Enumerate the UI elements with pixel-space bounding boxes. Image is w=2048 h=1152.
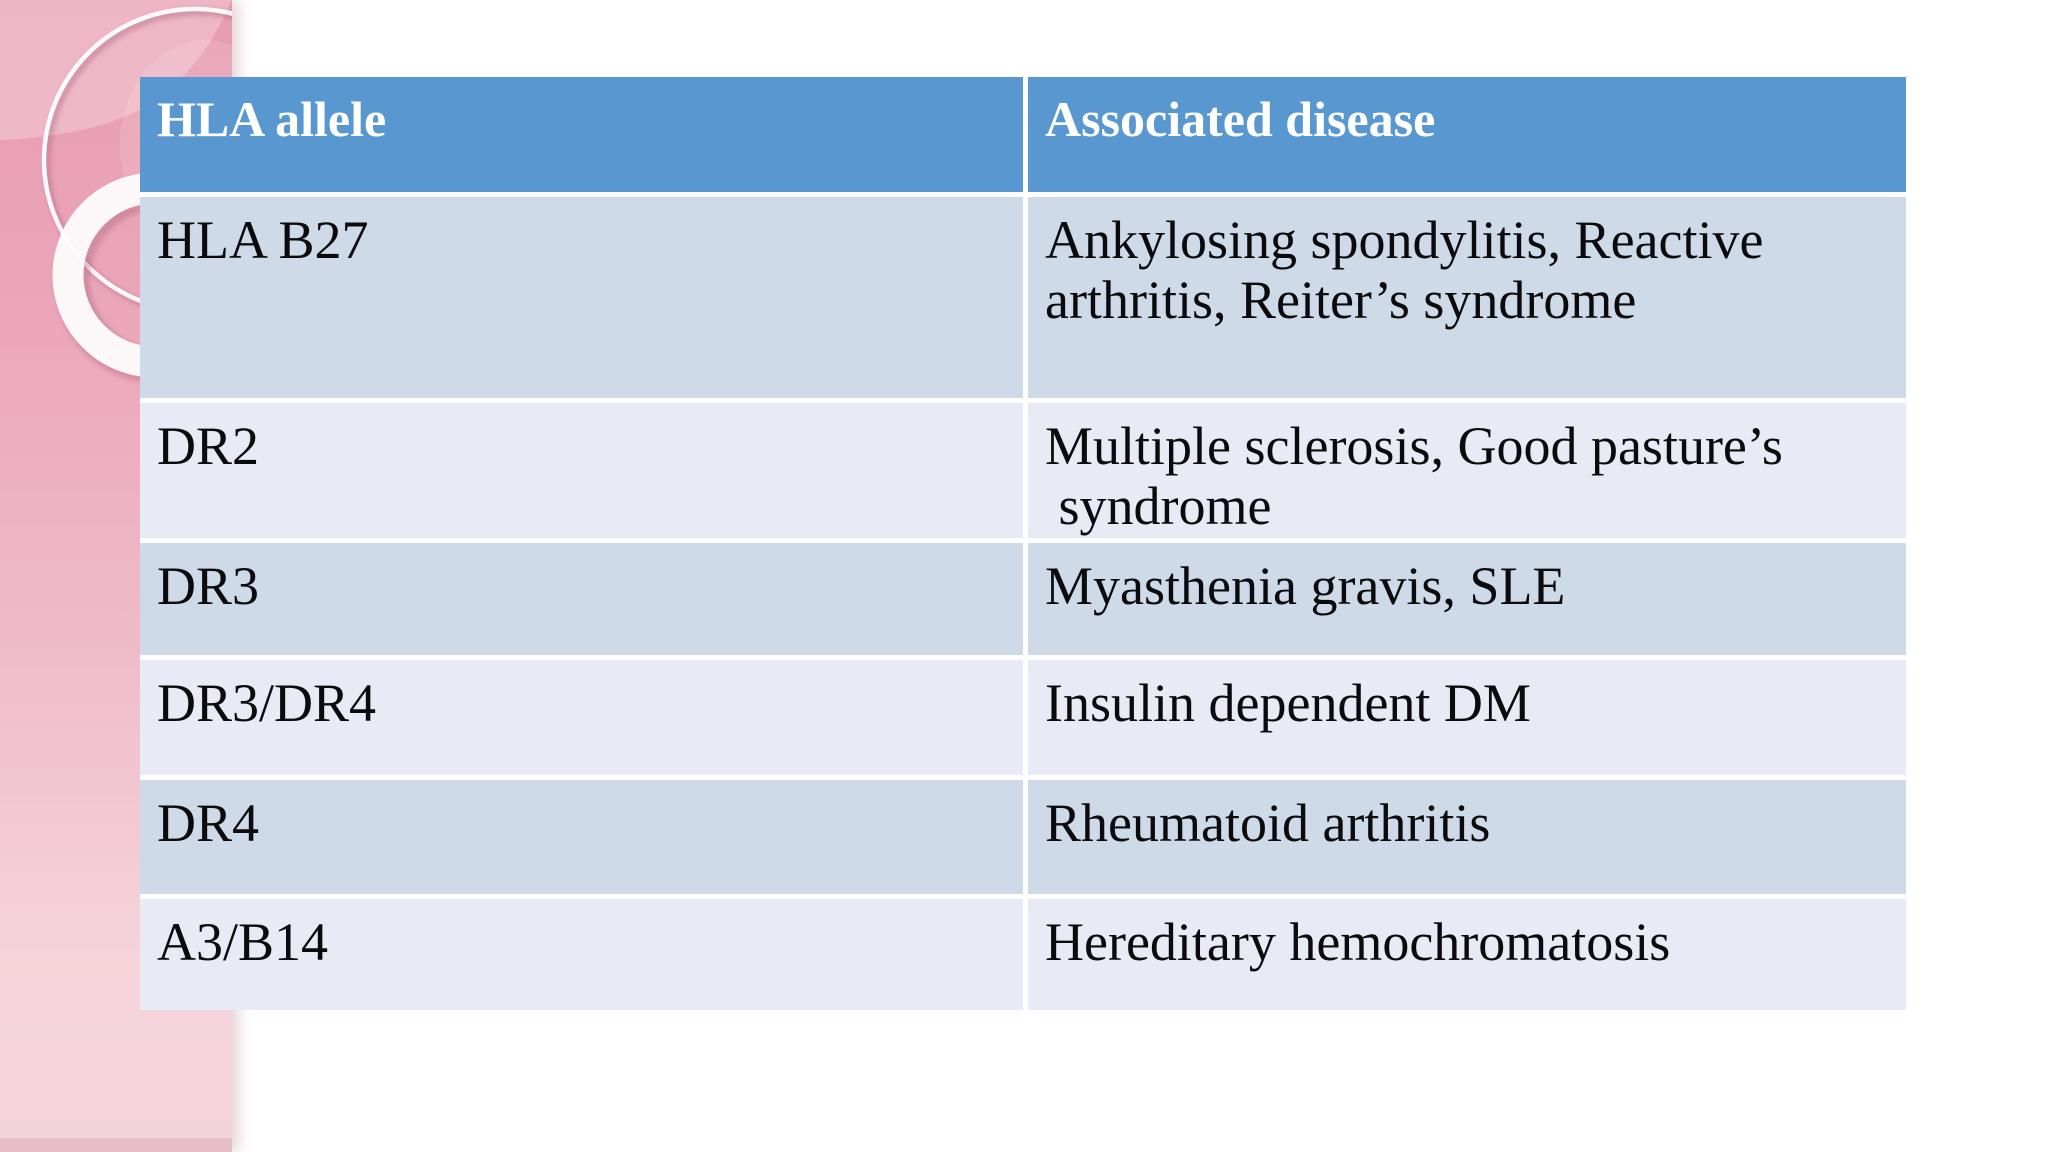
cell-disease-a3-b14: Hereditary hemochromatosis <box>1028 899 1906 1010</box>
hla-association-table: HLA allele Associated disease HLA B27 An… <box>140 77 1906 1010</box>
cell-allele-dr3: DR3 <box>140 543 1023 655</box>
cell-allele-a3-b14: A3/B14 <box>140 899 1023 1010</box>
cell-allele-hla-b27: HLA B27 <box>140 197 1023 398</box>
cell-allele-dr4: DR4 <box>140 780 1023 894</box>
cell-disease-dr3: Myasthenia gravis, SLE <box>1028 543 1906 655</box>
cell-allele-dr3-dr4: DR3/DR4 <box>140 660 1023 775</box>
cell-disease-dr3-dr4: Insulin dependent DM <box>1028 660 1906 775</box>
bottom-edge-band <box>0 1138 232 1152</box>
cell-disease-hla-b27: Ankylosing spondylitis, Reactive arthrit… <box>1028 197 1906 398</box>
cell-disease-dr2: Multiple sclerosis, Good pasture’s syndr… <box>1028 403 1906 538</box>
cell-disease-dr4: Rheumatoid arthritis <box>1028 780 1906 894</box>
header-cell-associated-disease: Associated disease <box>1028 77 1906 192</box>
header-cell-hla-allele: HLA allele <box>140 77 1023 192</box>
cell-allele-dr2: DR2 <box>140 403 1023 538</box>
